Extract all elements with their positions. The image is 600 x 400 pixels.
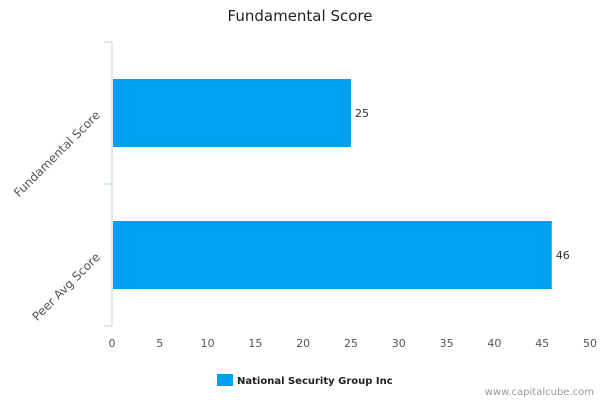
legend-label: National Security Group Inc (237, 376, 393, 387)
category-labels: Fundamental Score Peer Avg Score (11, 108, 103, 324)
x-tick-label: 45 (535, 337, 549, 350)
x-axis-ticks: 0 5 10 15 20 25 30 35 40 45 50 (109, 337, 598, 350)
x-tick-label: 20 (296, 337, 310, 350)
data-labels: 25 46 (355, 107, 570, 262)
chart-title: Fundamental Score (228, 7, 373, 25)
bar-peer-avg-score[interactable] (113, 221, 552, 289)
category-label: Peer Avg Score (29, 250, 103, 324)
x-tick-label: 35 (440, 337, 454, 350)
x-tick-label: 40 (487, 337, 501, 350)
axes (104, 41, 113, 327)
x-tick-label: 15 (248, 337, 262, 350)
category-label: Fundamental Score (11, 108, 103, 200)
legend-swatch (217, 374, 233, 386)
x-tick-label: 50 (583, 337, 597, 350)
x-tick-label: 10 (201, 337, 215, 350)
watermark: www.capitalcube.com (485, 387, 594, 398)
legend[interactable]: National Security Group Inc (217, 374, 393, 387)
bar-fundamental-score[interactable] (113, 79, 351, 147)
x-tick-label: 25 (344, 337, 358, 350)
x-tick-label: 5 (156, 337, 163, 350)
bars (113, 79, 552, 289)
x-tick-label: 0 (109, 337, 116, 350)
x-tick-label: 30 (392, 337, 406, 350)
data-label: 46 (556, 249, 570, 262)
data-label: 25 (355, 107, 369, 120)
